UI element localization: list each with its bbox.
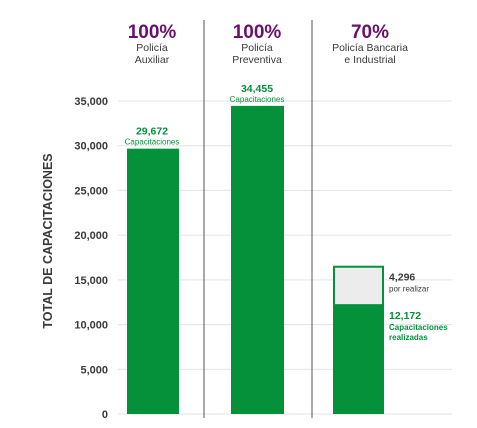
completed-value-label: 12,172: [389, 310, 421, 322]
column-name-line2: e Industrial: [344, 54, 395, 66]
y-tick-label: 25,000: [74, 185, 108, 197]
column-header-preventiva: 100% Policía Preventiva: [232, 22, 282, 66]
bar-value-caption: Capacitaciones: [230, 95, 285, 104]
column-header-auxiliar: 100% Policía Auxiliar: [128, 22, 177, 66]
column-percent: 100%: [233, 22, 282, 43]
y-tick-label: 30,000: [74, 141, 108, 153]
column-name-line1: Policía: [136, 42, 168, 54]
completed-value-caption-line1: Capacitaciones: [389, 323, 448, 332]
y-tick-label: 35,000: [74, 96, 108, 108]
pending-value-label: 4,296: [389, 272, 415, 284]
y-tick-label: 10,000: [74, 320, 108, 332]
bar-policia-preventiva: [231, 105, 284, 415]
y-tick-label: 20,000: [74, 230, 108, 242]
y-axis-ticks: 0 5,000 10,000 15,000 20,000 25,000 30,000 35,0…: [74, 96, 108, 421]
bars: [127, 105, 384, 415]
bar-policia-bancaria-completed: [333, 305, 384, 414]
column-header-bancaria: 70% Policía Bancaria e Industrial: [332, 22, 408, 66]
column-percent: 70%: [351, 22, 389, 43]
y-tick-label: 5,000: [80, 364, 108, 376]
column-name-line2: Preventiva: [232, 54, 282, 66]
y-tick-label: 0: [102, 409, 108, 421]
column-name-line1: Policía Bancaria: [332, 42, 408, 54]
column-name-line2: Auxiliar: [135, 54, 170, 66]
column-name-line1: Policía: [241, 42, 273, 54]
completed-value-caption-line2: realizadas: [389, 333, 428, 342]
column-percent: 100%: [128, 22, 177, 43]
pending-value-caption: por realizar: [389, 285, 429, 294]
y-tick-label: 15,000: [74, 275, 108, 287]
y-axis-title: TOTAL DE CAPACITACIONES: [41, 153, 55, 328]
bar-value-label: 34,455: [241, 83, 273, 95]
bar-policia-auxiliar: [127, 148, 179, 415]
bar-value-caption: Capacitaciones: [125, 138, 180, 147]
bar-policia-bancaria-pending: [333, 265, 384, 307]
bar-value-label: 29,672: [136, 126, 168, 138]
